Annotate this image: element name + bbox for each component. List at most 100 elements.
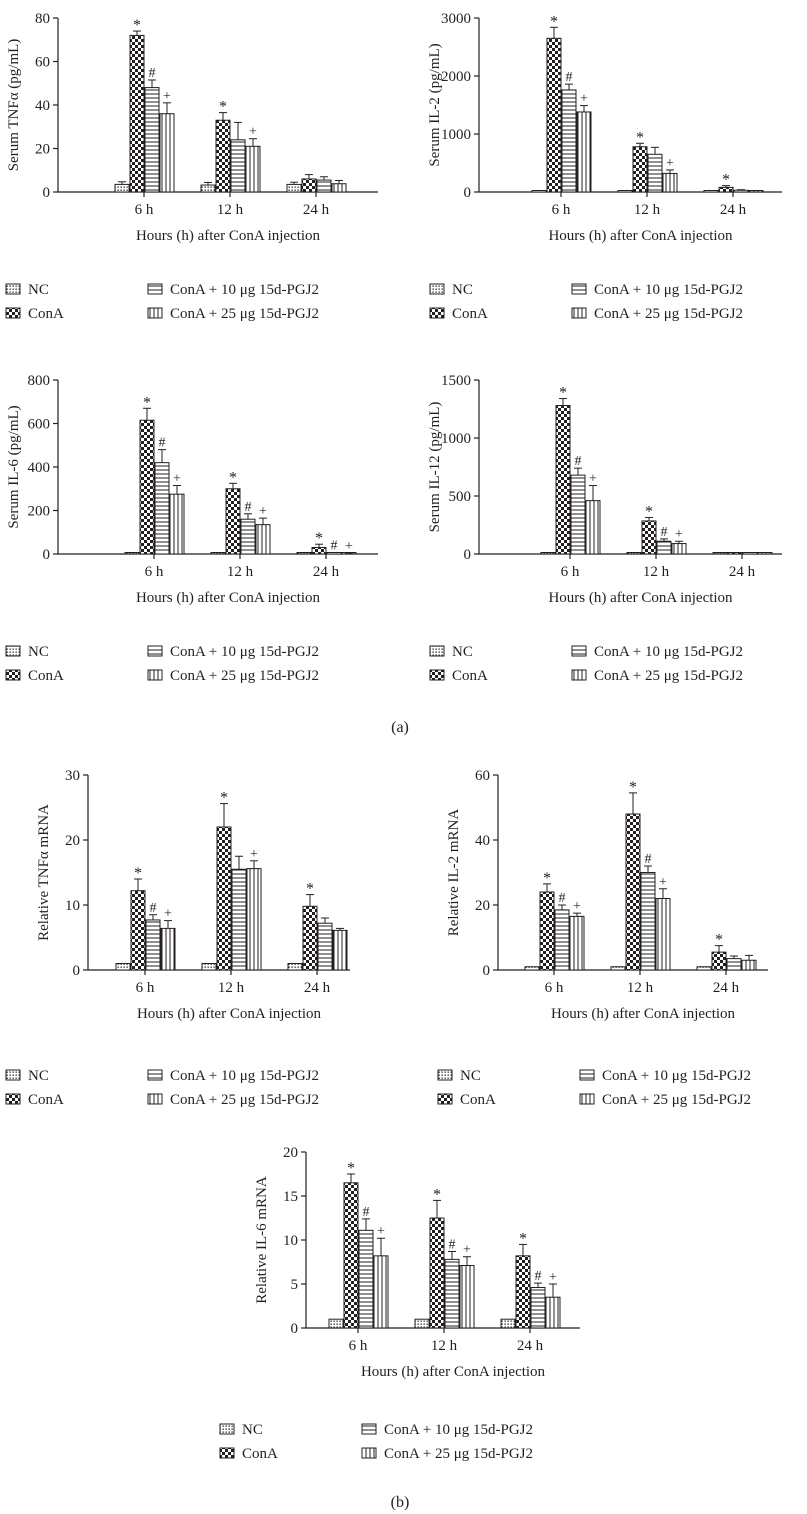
significance-mark: + <box>377 1224 385 1239</box>
y-tick-label: 80 <box>35 11 50 27</box>
x-tick-label: 24 h <box>304 980 331 996</box>
significance-mark: + <box>250 847 258 862</box>
panel-label-b: (b) <box>391 1494 410 1511</box>
bar <box>640 872 656 971</box>
bar <box>343 1182 359 1329</box>
bar <box>570 474 586 555</box>
bar <box>286 183 302 193</box>
significance-mark: # <box>661 525 668 540</box>
significance-mark: # <box>566 70 573 85</box>
legend-label: NC <box>452 644 473 660</box>
x-tick-label: 12 h <box>431 1338 458 1354</box>
chart-tnf-mrna: 0 10 20 30 Relative TNFα mRNA 6 h 12 h 24 h Hour… <box>36 768 350 1022</box>
bar <box>742 552 758 555</box>
y-axis-title: Serum IL-2 (pg/mL) <box>427 43 443 166</box>
bar <box>414 1318 430 1329</box>
bar <box>358 1229 374 1329</box>
bar <box>373 1255 389 1329</box>
bar <box>641 520 657 555</box>
significance-mark: * <box>229 469 237 486</box>
bar <box>144 87 160 193</box>
bar <box>554 909 570 971</box>
bar <box>115 963 131 971</box>
bar <box>703 190 719 193</box>
bar <box>145 919 161 971</box>
bar <box>662 172 678 193</box>
legend-swatch <box>571 283 587 295</box>
legend-swatch <box>571 307 587 319</box>
legend-label: ConA + 10 μg 15d-PGJ2 <box>170 644 319 660</box>
significance-mark: + <box>164 907 172 922</box>
bar <box>656 540 672 555</box>
bar <box>727 552 743 555</box>
y-tick-label: 2000 <box>441 69 471 85</box>
y-tick-label: 10 <box>65 898 80 914</box>
significance-mark: # <box>331 538 338 553</box>
bar <box>524 966 540 971</box>
bar <box>585 500 601 555</box>
bar <box>671 543 687 555</box>
bar <box>444 1258 460 1329</box>
bar <box>741 959 757 971</box>
legend-label: ConA + 10 μg 15d-PGJ2 <box>602 1068 751 1084</box>
y-tick-label: 20 <box>35 142 50 158</box>
significance-mark: + <box>580 92 588 107</box>
bar <box>114 183 130 193</box>
legend-swatch <box>219 1423 235 1435</box>
bar <box>139 419 155 555</box>
y-tick-label: 0 <box>483 963 491 979</box>
legend-label: ConA + 10 μg 15d-PGJ2 <box>594 644 743 660</box>
bar <box>555 405 571 555</box>
y-tick-label: 1000 <box>441 431 471 447</box>
significance-mark: * <box>143 394 151 411</box>
y-tick-label: 1000 <box>441 127 471 143</box>
y-axis-title: Relative IL-6 mRNA <box>254 1176 270 1304</box>
bar <box>576 111 592 193</box>
x-tick-label: 12 h <box>217 202 244 218</box>
bar <box>311 546 327 555</box>
significance-mark: * <box>636 129 644 146</box>
bar <box>216 826 232 971</box>
legend-swatch <box>147 1093 163 1105</box>
x-axis-title: Hours (h) after ConA injection <box>136 590 321 606</box>
y-tick-label: 0 <box>464 185 472 201</box>
bar <box>757 552 773 555</box>
legend-label: ConA <box>452 306 488 322</box>
significance-mark: + <box>259 504 267 519</box>
significance-mark: * <box>220 790 228 807</box>
legend-label: ConA <box>460 1092 496 1108</box>
legend-swatch <box>5 1093 21 1105</box>
bar <box>540 552 556 555</box>
y-tick-label: 60 <box>475 768 490 784</box>
bar <box>159 113 175 193</box>
significance-mark: # <box>149 66 156 81</box>
legend-swatch <box>5 645 21 657</box>
chart-il6-serum: 0 200 400 600 800 Serum IL-6 (pg/mL) 6 h 12 h 24… <box>6 373 378 606</box>
legend-label: NC <box>242 1422 263 1438</box>
legend-label: NC <box>452 282 473 298</box>
legends: NC ConA ConA + 10 μg 15d-PGJ2 ConA + 25 μg … <box>5 282 751 1462</box>
y-tick-label: 0 <box>291 1321 299 1337</box>
x-tick-label: 24 h <box>720 202 747 218</box>
y-tick-label: 400 <box>28 460 51 476</box>
y-tick-label: 0 <box>43 547 51 563</box>
legend-1: NC ConA ConA + 10 μg 15d-PGJ2 ConA + 25 μg … <box>429 282 743 322</box>
significance-mark: * <box>629 779 637 796</box>
bar <box>246 868 262 971</box>
bar <box>154 462 170 555</box>
legend-swatch <box>571 669 587 681</box>
chart-tnf-serum: 0 20 40 60 80 Serum TNFα (pg/mL) 6 h 12 h 24 h Ho… <box>6 11 378 244</box>
legend-swatch <box>5 669 21 681</box>
bar <box>201 963 217 971</box>
chart-il6-mrna: 0 5 10 15 20 Relative IL-6 mRNA 6 h 12 h 24 h Hou… <box>254 1145 580 1380</box>
significance-mark: # <box>645 852 652 867</box>
legend-label: NC <box>28 1068 49 1084</box>
bar <box>230 139 246 193</box>
legend-label: ConA + 10 μg 15d-PGJ2 <box>594 282 743 298</box>
bar <box>240 518 256 555</box>
legend-swatch <box>429 669 445 681</box>
significance-mark: # <box>449 1237 456 1252</box>
x-tick-label: 6 h <box>136 980 155 996</box>
y-tick-label: 0 <box>43 185 51 201</box>
legend-swatch <box>5 1069 21 1081</box>
